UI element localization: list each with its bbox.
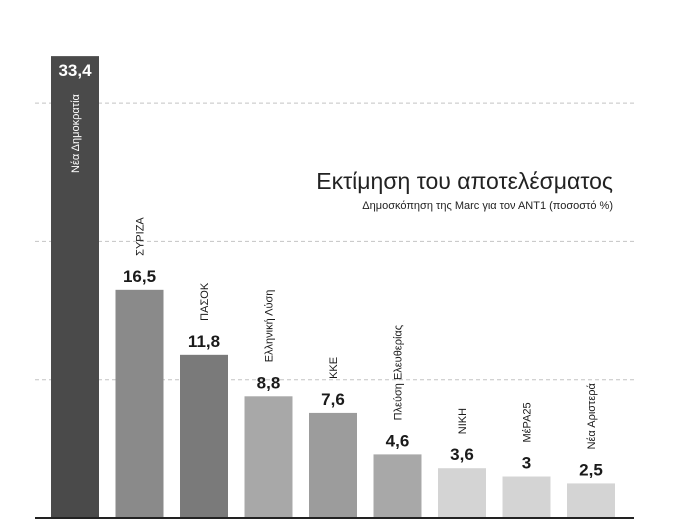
- category-label: ΣΥΡΙΖΑ: [135, 217, 147, 256]
- value-label: 33,4: [58, 61, 92, 80]
- bar: [180, 354, 228, 518]
- value-label: 3,6: [450, 445, 474, 464]
- value-label: 11,8: [188, 332, 220, 351]
- bars: [51, 56, 615, 519]
- category-label: Νέα Δημοκρατία: [70, 93, 82, 172]
- bar: [309, 412, 357, 518]
- value-label: 16,5: [123, 267, 156, 286]
- bar: [115, 289, 164, 518]
- labels: 33,4 Νέα Δημοκρατία 16,5 ΣΥΡΙΖΑ 11,8 ΠΑΣΟΚ 8,8…: [58, 61, 602, 479]
- category-label: ΠΑΣΟΚ: [199, 282, 211, 321]
- bar: [244, 396, 293, 518]
- value-label: 8,8: [257, 373, 281, 392]
- value-label: 4,6: [386, 431, 410, 450]
- value-label: 2,5: [579, 460, 603, 479]
- bar: [438, 468, 486, 518]
- bar: [373, 454, 422, 518]
- category-label: Ελληνική Λύση: [264, 290, 276, 363]
- value-label: 7,6: [321, 390, 345, 409]
- category-label: Πλεύση Ελευθερίας: [393, 325, 405, 420]
- bar: [502, 476, 551, 518]
- chart-subtitle: Δημοσκόπηση της Marc για τον ΑΝΤ1 (ποσοσ…: [362, 200, 613, 212]
- chart-title: Εκτίμηση του αποτελέσματος: [316, 168, 613, 194]
- bar: [51, 56, 99, 519]
- category-label: ΚΚΕ: [328, 357, 340, 379]
- value-label: 3: [522, 454, 531, 473]
- category-label: Νέα Αριστερά: [586, 382, 598, 449]
- bar: [567, 483, 615, 518]
- category-label: ΜέΡΑ25: [522, 402, 534, 442]
- category-label: ΝΙΚΗ: [457, 408, 469, 434]
